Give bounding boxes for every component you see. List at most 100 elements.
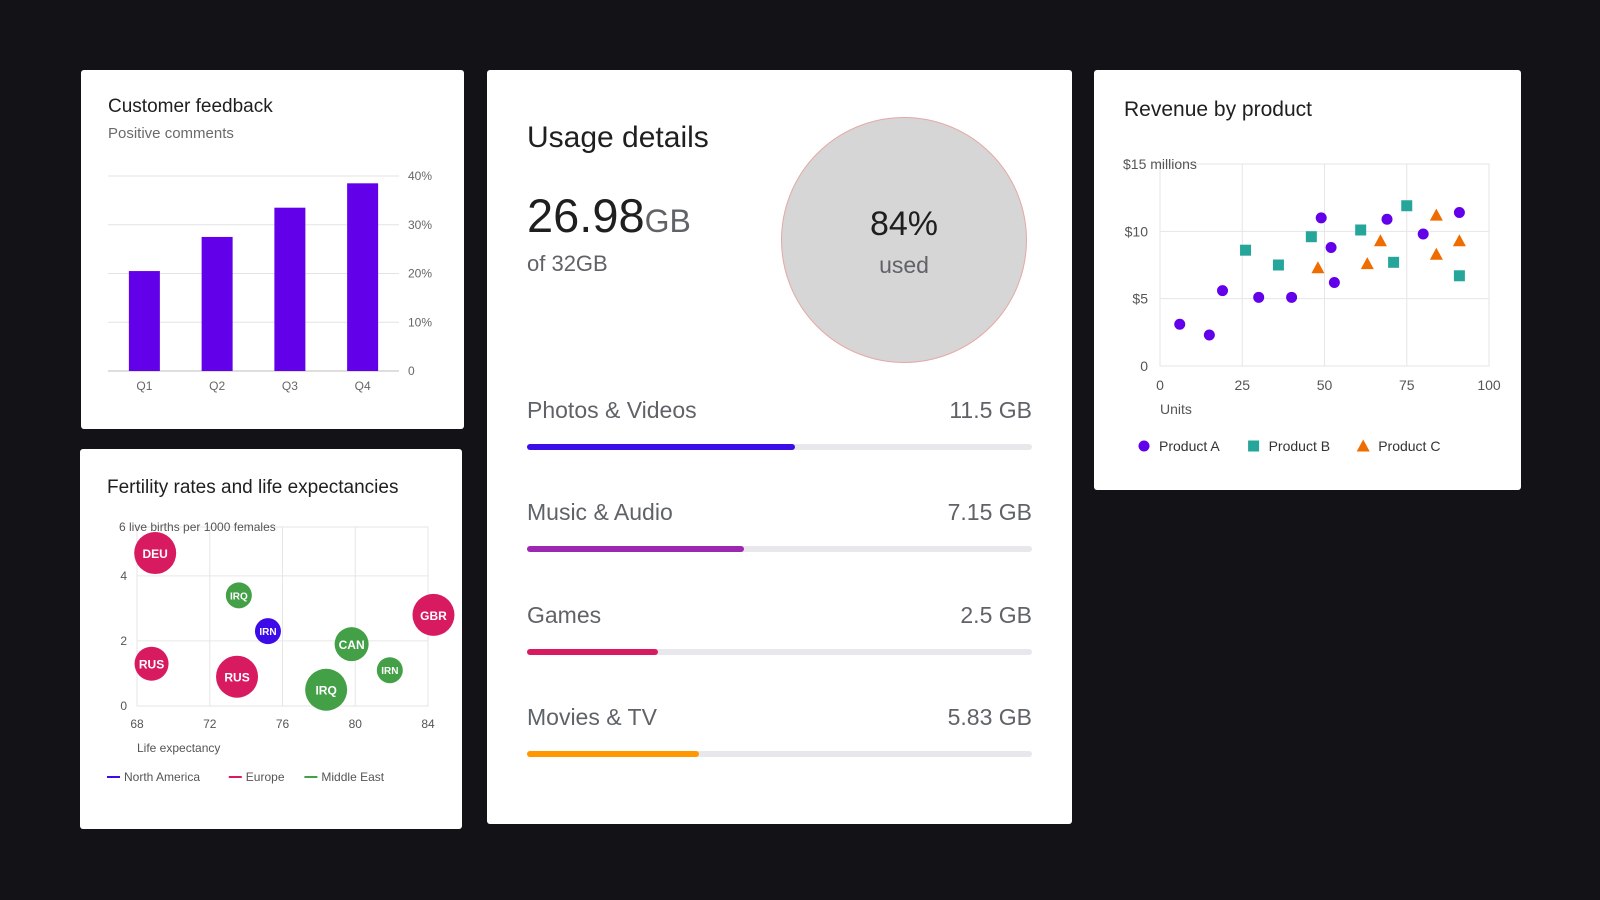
data-point xyxy=(1253,291,1265,303)
data-point xyxy=(1381,213,1393,225)
category-progress-track xyxy=(527,649,1032,655)
bubble-label: IRN xyxy=(381,666,398,677)
category-size: 5.83 GB xyxy=(947,704,1032,730)
bar xyxy=(347,183,379,371)
data-point xyxy=(1388,256,1400,268)
legend-label: Product C xyxy=(1378,438,1440,454)
category-progress-fill xyxy=(527,751,699,757)
bubble-label: IRQ xyxy=(315,684,336,698)
bubble-label: CAN xyxy=(339,638,365,652)
legend-label: Product B xyxy=(1269,438,1330,454)
y-axis-label: 6 live births per 1000 females xyxy=(119,520,276,534)
category-name: Music & Audio xyxy=(527,499,673,525)
category-size: 11.5 GB xyxy=(949,397,1032,423)
data-point xyxy=(1325,241,1337,253)
bubble xyxy=(254,618,281,645)
y-tick-label: 30% xyxy=(408,218,432,232)
x-axis-label: Life expectancy xyxy=(137,741,220,755)
bar xyxy=(201,236,233,371)
category-progress-fill xyxy=(527,444,795,450)
bubble xyxy=(134,532,177,575)
bar xyxy=(274,207,306,371)
legend-swatch xyxy=(1138,440,1150,452)
category-name: Games xyxy=(527,602,602,628)
y-tick-label: $10 xyxy=(1125,223,1149,239)
bubble xyxy=(225,582,252,609)
bubble-label: IRQ xyxy=(230,591,248,602)
usage-category-games: Games 2.5 GB xyxy=(527,602,1032,662)
category-progress-track xyxy=(527,751,1032,757)
y-tick-label: 10% xyxy=(408,315,432,329)
usage-title: Usage details xyxy=(527,121,709,154)
bubble xyxy=(216,655,259,698)
usage-percent: 84% xyxy=(869,205,939,243)
y-tick-label: 0 xyxy=(120,699,127,713)
revenue-scatter-chart: 0 25 50 75 100 0 $5 $10 $15 millions Units Product… xyxy=(1123,156,1501,454)
legend-swatch xyxy=(1356,439,1370,452)
data-point xyxy=(1240,244,1252,256)
data-point xyxy=(1417,228,1429,240)
category-progress-fill xyxy=(527,649,659,655)
y-tick-label: $5 xyxy=(1132,291,1148,307)
x-tick-label: 100 xyxy=(1477,377,1501,393)
data-point xyxy=(1373,234,1387,247)
usage-used-unit: GB xyxy=(644,203,691,239)
data-point xyxy=(1429,247,1443,260)
x-tick-label: Q1 xyxy=(136,379,152,393)
category-size: 2.5 GB xyxy=(960,602,1032,628)
data-point xyxy=(1311,261,1325,274)
bubble xyxy=(134,646,169,681)
usage-percent-circle: 84% used xyxy=(781,117,1027,363)
data-point xyxy=(1453,270,1465,282)
fertility-bubble-chart: 68 72 76 80 84 0 2 4 6 live births per 1000 fema… xyxy=(107,520,455,784)
y-tick-label: 2 xyxy=(120,634,127,648)
y-tick-label: $15 millions xyxy=(1123,156,1197,172)
revenue-card: Revenue by product 0 25 50 75 100 0 $5 $10 $15 m… xyxy=(1094,70,1521,490)
x-tick-label: 76 xyxy=(276,717,290,731)
data-point xyxy=(1360,257,1374,270)
x-tick-label: 72 xyxy=(203,717,217,731)
category-name: Photos & Videos xyxy=(527,397,697,423)
x-tick-label: 80 xyxy=(349,717,363,731)
bubble-label: DEU xyxy=(143,547,168,561)
x-tick-label: Q2 xyxy=(209,379,225,393)
data-point xyxy=(1174,318,1186,330)
bubble-label: RUS xyxy=(224,671,249,685)
customer-feedback-bar-chart: 0 10% 20% 30% 40% Q1 Q2 Q3 Q4 xyxy=(108,169,432,393)
category-size: 7.15 GB xyxy=(947,499,1032,525)
category-name: Movies & TV xyxy=(527,704,657,730)
usage-details-card: Usage details 26.98GB of 32GB 84% used P… xyxy=(487,70,1072,824)
data-point xyxy=(1305,231,1317,243)
y-tick-label: 0 xyxy=(1140,358,1148,374)
x-tick-label: 75 xyxy=(1399,377,1415,393)
y-tick-label: 20% xyxy=(408,267,432,281)
data-point xyxy=(1203,329,1215,341)
x-tick-label: 68 xyxy=(130,717,144,731)
data-point xyxy=(1452,234,1466,247)
bubble-label: RUS xyxy=(139,658,164,672)
y-tick-label: 4 xyxy=(120,569,127,583)
category-progress-fill xyxy=(527,546,745,552)
data-point xyxy=(1328,277,1340,289)
bubble xyxy=(334,627,369,662)
x-tick-label: 0 xyxy=(1156,377,1164,393)
data-point xyxy=(1453,206,1465,218)
bubble xyxy=(305,668,348,711)
x-tick-label: 25 xyxy=(1234,377,1250,393)
data-point xyxy=(1217,285,1229,297)
usage-amount: 26.98GB xyxy=(527,188,691,243)
data-point xyxy=(1286,291,1298,303)
data-point xyxy=(1315,212,1327,224)
fertility-title: Fertility rates and life expectancies xyxy=(107,477,399,498)
legend-label: Europe xyxy=(246,770,285,784)
bubble xyxy=(376,657,403,684)
bubble-label: IRN xyxy=(259,627,276,638)
data-point xyxy=(1355,224,1367,236)
usage-category-photos-videos: Photos & Videos 11.5 GB xyxy=(527,397,1032,457)
y-tick-label: 0 xyxy=(408,364,415,378)
y-tick-label: 40% xyxy=(408,169,432,183)
data-point xyxy=(1272,259,1284,271)
usage-capacity: of 32GB xyxy=(527,251,608,276)
x-axis-label: Units xyxy=(1160,401,1192,417)
data-point xyxy=(1429,208,1443,221)
